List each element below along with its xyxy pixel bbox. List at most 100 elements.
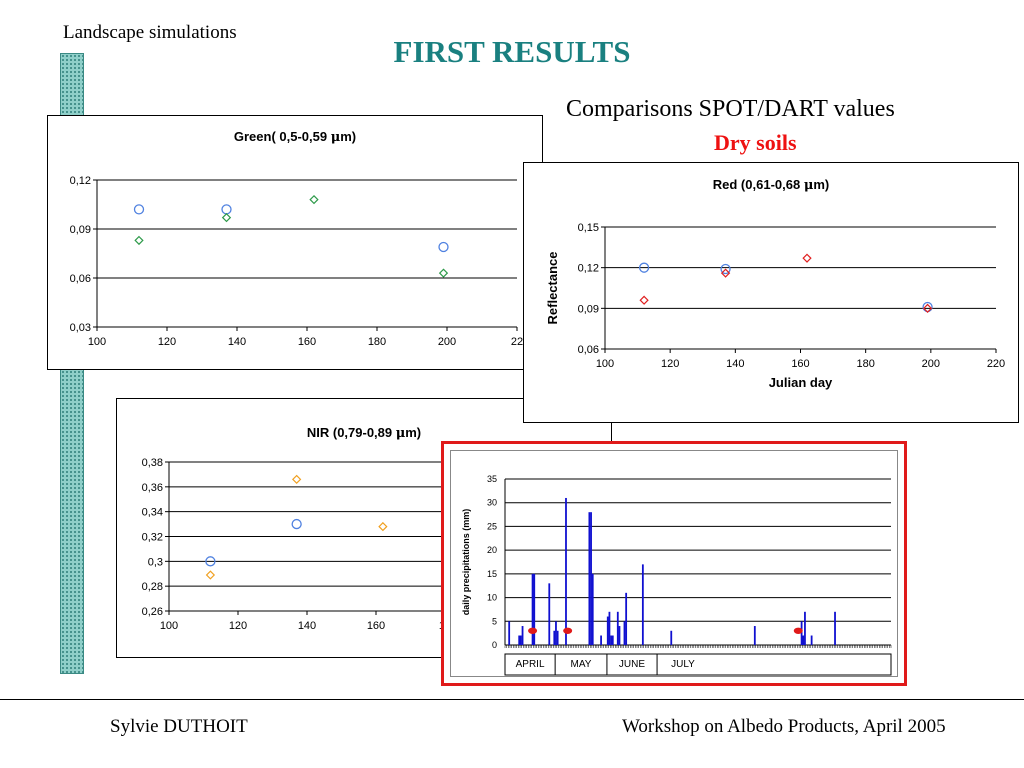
green-xtick-label: 160: [298, 336, 316, 348]
precip-bar: [553, 630, 556, 645]
nir-chart-title: NIR (0,79-0,89 μm): [307, 425, 421, 441]
red-dart-point: [802, 253, 812, 263]
precip-bar: [800, 621, 803, 645]
precip-bar: [556, 630, 559, 645]
overpass-marker: [563, 627, 573, 634]
red-xtick-label: 200: [922, 358, 940, 370]
red-xtick-label: 160: [791, 358, 809, 370]
precip-bar: [533, 573, 536, 645]
red-dart-point: [720, 268, 731, 278]
green-xtick-label: 180: [368, 336, 386, 348]
precip-bar: [753, 626, 756, 645]
red-chart-panel: Red (0,61-0,68 μm) 0,06 0,09 0,12 0,15 100 120…: [523, 162, 1019, 423]
green-ytick-label: 0,06: [70, 273, 91, 285]
nir-spot-point: [291, 518, 302, 530]
red-ytick-label: 0,06: [578, 344, 599, 356]
red-x-axis-label: Julian day: [769, 375, 833, 390]
nir-ytick-label: 0,3: [148, 556, 163, 568]
green-xtick-label: 100: [88, 336, 106, 348]
precip-bar: [588, 512, 591, 645]
red-ytick-label: 0,15: [578, 222, 599, 234]
red-xtick-label: 220: [987, 358, 1005, 370]
green-xtick-label: 200: [438, 336, 456, 348]
precip-bar: [670, 630, 673, 645]
red-xtick-label: 140: [726, 358, 744, 370]
precip-ytick-label: 15: [487, 569, 497, 579]
green-dart-point: [309, 194, 319, 205]
precip-bar: [531, 573, 534, 645]
precip-bar: [565, 497, 567, 645]
precip-bar: [610, 635, 613, 645]
precip-bar: [618, 626, 621, 645]
precip-bar: [600, 635, 602, 645]
green-spot-point: [438, 241, 449, 253]
red-y-axis-label: Reflectance: [545, 252, 560, 325]
precip-bar: [521, 626, 524, 645]
precip-bar: [548, 583, 551, 645]
subtitle-dry-soils: Dry soils: [714, 130, 797, 155]
month-table: [504, 653, 892, 676]
precip-chart-frame: 0 5 10 15 20 25 30 35 daily precipitations (mm) A…: [441, 441, 907, 686]
nir-ytick-label: 0,32: [142, 532, 163, 544]
precip-ytick-label: 30: [487, 498, 497, 508]
precip-bar: [802, 635, 805, 645]
red-dart-point: [922, 303, 933, 313]
precip-bar: [623, 621, 626, 645]
precip-bar: [519, 635, 522, 645]
green-ytick-label: 0,09: [70, 224, 91, 236]
red-chart: Red (0,61-0,68 μm) 0,06 0,09 0,12 0,15 100 120…: [545, 177, 1005, 390]
month-label: JULY: [671, 659, 695, 670]
nir-ytick-label: 0,28: [142, 581, 163, 593]
precip-ytick-label: 0: [492, 640, 497, 650]
red-xtick-label: 180: [856, 358, 874, 370]
nir-ytick-label: 0,34: [142, 507, 163, 519]
green-dart-point: [438, 268, 449, 278]
precip-bar: [625, 592, 628, 645]
month-label: JUNE: [619, 659, 645, 670]
green-dart-point: [134, 235, 144, 246]
green-ytick-label: 0,12: [70, 175, 91, 187]
precip-bar: [590, 512, 592, 645]
precip-y-axis-label: daily precipitations (mm): [461, 509, 471, 616]
red-chart-title: Red (0,61-0,68 μm): [713, 177, 829, 193]
precip-ytick-label: 10: [487, 593, 497, 603]
footer-author: Sylvie DUTHOIT: [110, 716, 248, 737]
precip-bar: [616, 611, 619, 645]
precip-bar: [804, 611, 806, 645]
nir-xtick-label: 140: [298, 620, 316, 632]
precip-ytick-label: 25: [487, 521, 497, 531]
green-xtick-label: 22: [511, 336, 523, 348]
nir-dart-point: [292, 474, 302, 485]
page-title: FIRST RESULTS: [393, 34, 631, 69]
nir-xtick-label: 160: [367, 620, 385, 632]
precip-ytick-label: 35: [487, 474, 497, 484]
precip-ytick-label: 5: [492, 616, 497, 626]
nir-ytick-label: 0,36: [142, 482, 163, 494]
overpass-marker: [528, 627, 538, 634]
nir-xtick-label: 100: [160, 620, 178, 632]
nir-ytick-label: 0,38: [142, 457, 163, 469]
red-ytick-label: 0,12: [578, 263, 599, 275]
month-label: MAY: [571, 659, 592, 670]
green-spot-point: [221, 204, 232, 215]
red-spot-point: [638, 262, 650, 273]
subtitle: Comparisons SPOT/DART values: [566, 96, 895, 122]
precip-bar: [606, 616, 609, 645]
precip-bar: [641, 564, 644, 645]
precip-bar: [608, 611, 611, 645]
nir-ytick-label: 0,26: [142, 606, 163, 618]
precip-bar: [508, 621, 511, 645]
footer-divider: [0, 699, 1024, 700]
red-spot-point: [720, 263, 731, 275]
red-ytick-label: 0,09: [578, 303, 599, 315]
precip-bar: [591, 573, 594, 645]
precip-chart: 0 5 10 15 20 25 30 35 daily precipitations (mm) A…: [461, 474, 892, 676]
precip-bar: [555, 621, 557, 645]
green-ytick-label: 0,03: [70, 322, 91, 334]
nir-xtick-label: 120: [229, 620, 247, 632]
footer-event: Workshop on Albedo Products, April 2005: [622, 716, 946, 737]
precip-bar: [810, 635, 813, 645]
precip-bar: [518, 635, 521, 645]
green-dart-point: [221, 212, 232, 223]
precip-bar: [611, 635, 614, 645]
